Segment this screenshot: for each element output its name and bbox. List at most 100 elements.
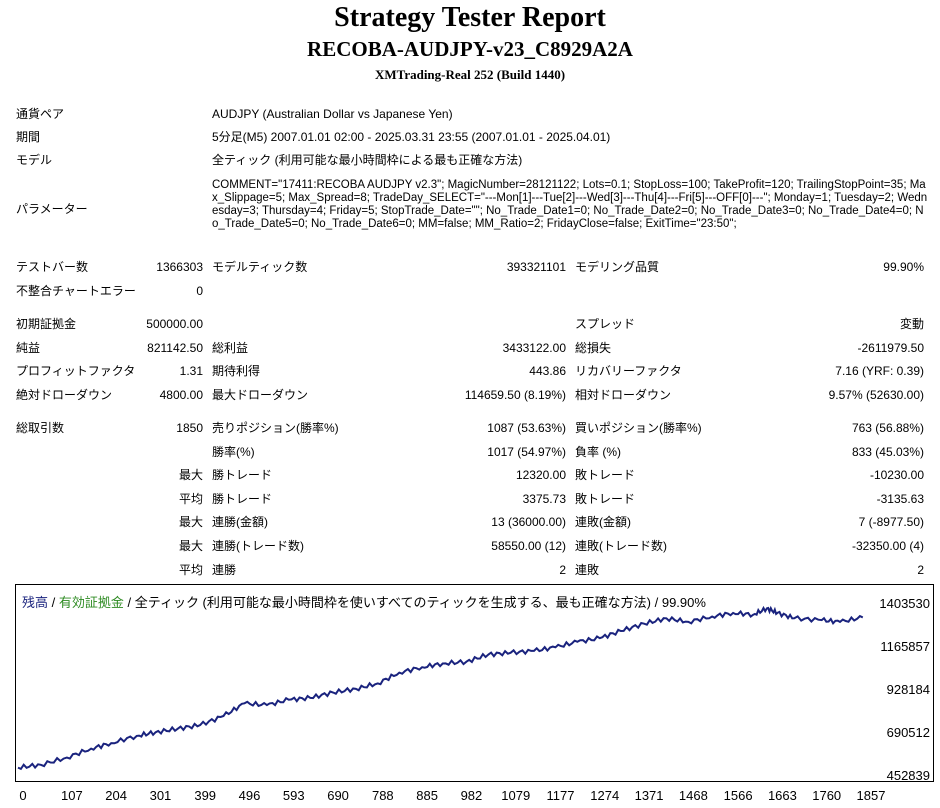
period-label: 期間 — [16, 130, 41, 144]
x-tick-label: 301 — [149, 788, 172, 803]
legend-separator: / — [48, 595, 59, 610]
y-tick-label: 1403530 — [879, 596, 930, 611]
max-consec-win-label: 連勝(金額) — [212, 515, 268, 529]
avg-consec-loss-label: 連敗 — [575, 563, 600, 577]
y-tick-label: 452839 — [886, 768, 930, 783]
y-tick-label: 690512 — [886, 724, 930, 740]
equity-chart — [15, 584, 934, 782]
avg-loss-value: -3135.63 — [876, 492, 924, 506]
x-tick-label: 1857 — [856, 788, 886, 803]
spread-value: 変動 — [899, 317, 924, 331]
expected-value: 443.86 — [529, 364, 566, 378]
max-word: 最大 — [178, 468, 203, 482]
x-tick-label: 690 — [327, 788, 349, 803]
equity-chart-svg — [17, 605, 864, 771]
net-value: 821142.50 — [147, 341, 203, 355]
mismatch-label: 不整合チャートエラー — [16, 284, 136, 298]
server-info: XMTrading-Real 252 (Build 1440) — [374, 67, 566, 82]
x-tick-label: 1274 — [590, 788, 620, 803]
model-label: モデル — [16, 153, 53, 167]
quality-label: モデリング品質 — [575, 260, 660, 274]
x-tick-label: 1468 — [678, 788, 708, 803]
max-consec-loss-label: 連敗(金額) — [575, 515, 631, 529]
expected-label: 期待利得 — [212, 364, 261, 378]
gross-profit-value: 3433122.00 — [502, 341, 566, 355]
deposit-label: 初期証拠金 — [16, 317, 77, 331]
avg-consec-loss-value: 2 — [917, 563, 924, 577]
x-tick-label: 496 — [238, 788, 261, 803]
deposit-value: 500000.00 — [146, 317, 203, 331]
rel-dd-value: 9.57% (52630.00) — [828, 388, 924, 402]
gross-loss-label: 総損失 — [575, 341, 612, 355]
params-label: パラメーター — [16, 202, 88, 216]
gross-profit-label: 総利益 — [212, 341, 249, 355]
trades-label: 総取引数 — [16, 421, 65, 435]
short-value: 1087 (53.63%) — [487, 421, 566, 435]
max-consec-win-value: 13 (36000.00) — [491, 515, 566, 529]
max-consec-profit-label: 連勝(トレード数) — [212, 539, 304, 553]
avg-win-value: 3375.73 — [522, 492, 566, 506]
avg-word: 平均 — [178, 563, 203, 577]
largest-win-label: 勝トレード — [212, 468, 273, 482]
max-dd-value: 114659.50 (8.19%) — [464, 388, 566, 402]
balance-line — [17, 605, 864, 771]
mismatch-value: 0 — [196, 284, 203, 298]
max-word: 最大 — [178, 515, 203, 529]
largest-win-value: 12320.00 — [515, 468, 566, 482]
report-subtitle: RECOBA-AUDJPY-v23_C8929A2A — [307, 37, 633, 61]
pf-label: プロフィットファクタ — [16, 364, 136, 378]
bars-value: 1366303 — [156, 260, 203, 274]
legend-model: 全ティック (利用可能な最小時間枠を使いすべてのティックを生成する、最も正確な方… — [134, 595, 706, 610]
long-label: 買いポジション(勝率%) — [575, 421, 702, 435]
x-tick-label: 1760 — [812, 788, 842, 803]
x-tick-label: 0 — [19, 788, 27, 803]
x-tick-label: 107 — [61, 788, 83, 803]
loss-rate-value: 833 (45.03%) — [851, 445, 924, 459]
symbol-label: 通貨ペア — [16, 107, 65, 121]
abs-dd-label: 絶対ドローダウン — [16, 388, 113, 402]
symbol-value: AUDJPY (Australian Dollar vs Japanese Ye… — [212, 107, 453, 121]
pf-value: 1.31 — [179, 364, 203, 378]
abs-dd-value: 4800.00 — [159, 388, 203, 402]
max-consec-loss-value: 7 (-8977.50) — [858, 515, 924, 529]
quality-value: 99.90% — [883, 260, 924, 274]
x-tick-label: 204 — [105, 788, 128, 803]
x-tick-label: 885 — [416, 788, 438, 803]
largest-loss-value: -10230.00 — [869, 468, 924, 482]
y-tick-label: 1165857 — [880, 639, 930, 654]
legend-balance: 残高 — [22, 595, 49, 610]
max-consec-profit-value: 58550.00 (12) — [491, 539, 566, 553]
x-tick-label: 1177 — [546, 788, 575, 803]
short-label: 売りポジション(勝率%) — [212, 421, 339, 435]
x-tick-label: 1566 — [723, 788, 753, 803]
rel-dd-label: 相対ドローダウン — [575, 388, 672, 402]
y-tick-label: 928184 — [886, 682, 930, 697]
x-tick-label: 1079 — [501, 788, 531, 803]
trades-value: 1850 — [176, 421, 203, 435]
avg-win-label: 勝トレード — [212, 492, 273, 506]
ticks-value: 393321101 — [506, 260, 566, 274]
loss-rate-label: 負率 (%) — [575, 445, 621, 459]
x-tick-label: 399 — [194, 788, 217, 803]
bars-label: テストバー数 — [16, 260, 89, 274]
x-tick-label: 1663 — [767, 788, 797, 803]
params-value: COMMENT="17411:RECOBA AUDJPY v2.3"; Magi… — [212, 179, 928, 230]
chart-legend: 残高 / 有効証拠金 / 全ティック (利用可能な最小時間枠を使いすべてのティッ… — [22, 592, 706, 611]
x-tick-label: 788 — [371, 788, 394, 803]
avg-consec-win-value: 2 — [559, 563, 566, 577]
x-tick-label: 593 — [282, 788, 305, 803]
max-word: 最大 — [178, 539, 203, 553]
recovery-label: リカバリーファクタ — [575, 364, 682, 378]
largest-loss-label: 敗トレード — [575, 468, 636, 482]
win-rate-label: 勝率(%) — [212, 445, 255, 459]
avg-loss-label: 敗トレード — [575, 492, 636, 506]
x-tick-label: 1371 — [634, 788, 664, 803]
max-dd-label: 最大ドローダウン — [212, 388, 309, 402]
avg-consec-win-label: 連勝 — [212, 563, 237, 577]
max-consec-lossamt-label: 連敗(トレード数) — [575, 539, 667, 553]
period-value: 5分足(M5) 2007.01.01 02:00 - 2025.03.31 23… — [212, 130, 611, 144]
long-value: 763 (56.88%) — [851, 421, 924, 435]
model-value: 全ティック (利用可能な最小時間枠による最も正確な方法) — [212, 153, 523, 167]
win-rate-value: 1017 (54.97%) — [487, 445, 566, 459]
legend-separator: / — [123, 595, 135, 610]
